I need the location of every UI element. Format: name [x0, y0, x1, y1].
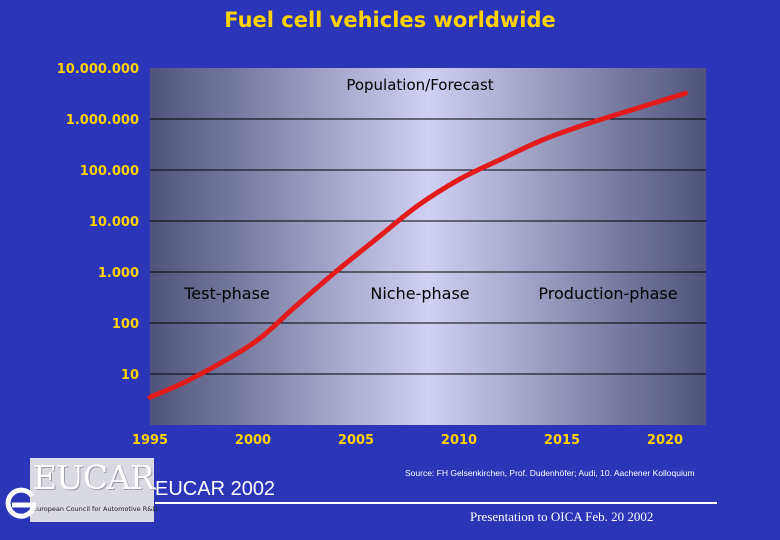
x-tick-label: 1995 [132, 433, 168, 448]
eucar-logo: EUCAR European Council for Automotive R&… [30, 458, 158, 522]
presentation-note: Presentation to OICA Feb. 20 2002 [470, 509, 654, 524]
y-tick-label: 1.000.000 [66, 113, 139, 128]
x-tick-label: 2000 [235, 433, 271, 448]
forecast-line [147, 90, 689, 400]
phase-label: Niche-phase [370, 284, 469, 303]
y-axis: 10.000.000 1.000.000 100.000 10.000 1.000 100… [57, 62, 139, 383]
gridlines [150, 118, 706, 375]
phase-labels: Test-phase Niche-phase Production-phase [183, 284, 677, 303]
eucar-emblem-icon [5, 487, 37, 519]
logo-text: EUCAR [33, 458, 155, 497]
chart-area: 10.000.000 1.000.000 100.000 10.000 1.000 100… [57, 62, 706, 448]
source-note: Source: FH Gelsenkirchen, Prof. Dudenhöf… [405, 468, 695, 478]
x-tick-label: 2005 [338, 433, 374, 448]
chart-title: Fuel cell vehicles worldwide [224, 8, 556, 32]
footer-rule [155, 502, 717, 504]
y-tick-label: 1.000 [98, 266, 139, 281]
plot-background [150, 68, 706, 425]
y-tick-label: 10.000 [89, 215, 139, 230]
eucar-year: EUCAR 2002 [155, 478, 276, 500]
x-tick-label: 2015 [544, 433, 580, 448]
x-tick-label: 2020 [647, 433, 683, 448]
logo-subtitle: European Council for Automotive R&D [33, 505, 158, 513]
phase-label: Test-phase [183, 284, 270, 303]
x-tick-label: 2010 [441, 433, 477, 448]
x-axis: 1995 2000 2005 2010 2015 2020 [132, 433, 683, 448]
y-tick-label: 10 [121, 368, 139, 383]
y-tick-label: 100 [112, 317, 139, 332]
phase-label: Production-phase [538, 284, 677, 303]
series-label: Population/Forecast [346, 76, 493, 94]
y-tick-label: 100.000 [80, 164, 139, 179]
y-tick-label: 10.000.000 [57, 62, 139, 77]
